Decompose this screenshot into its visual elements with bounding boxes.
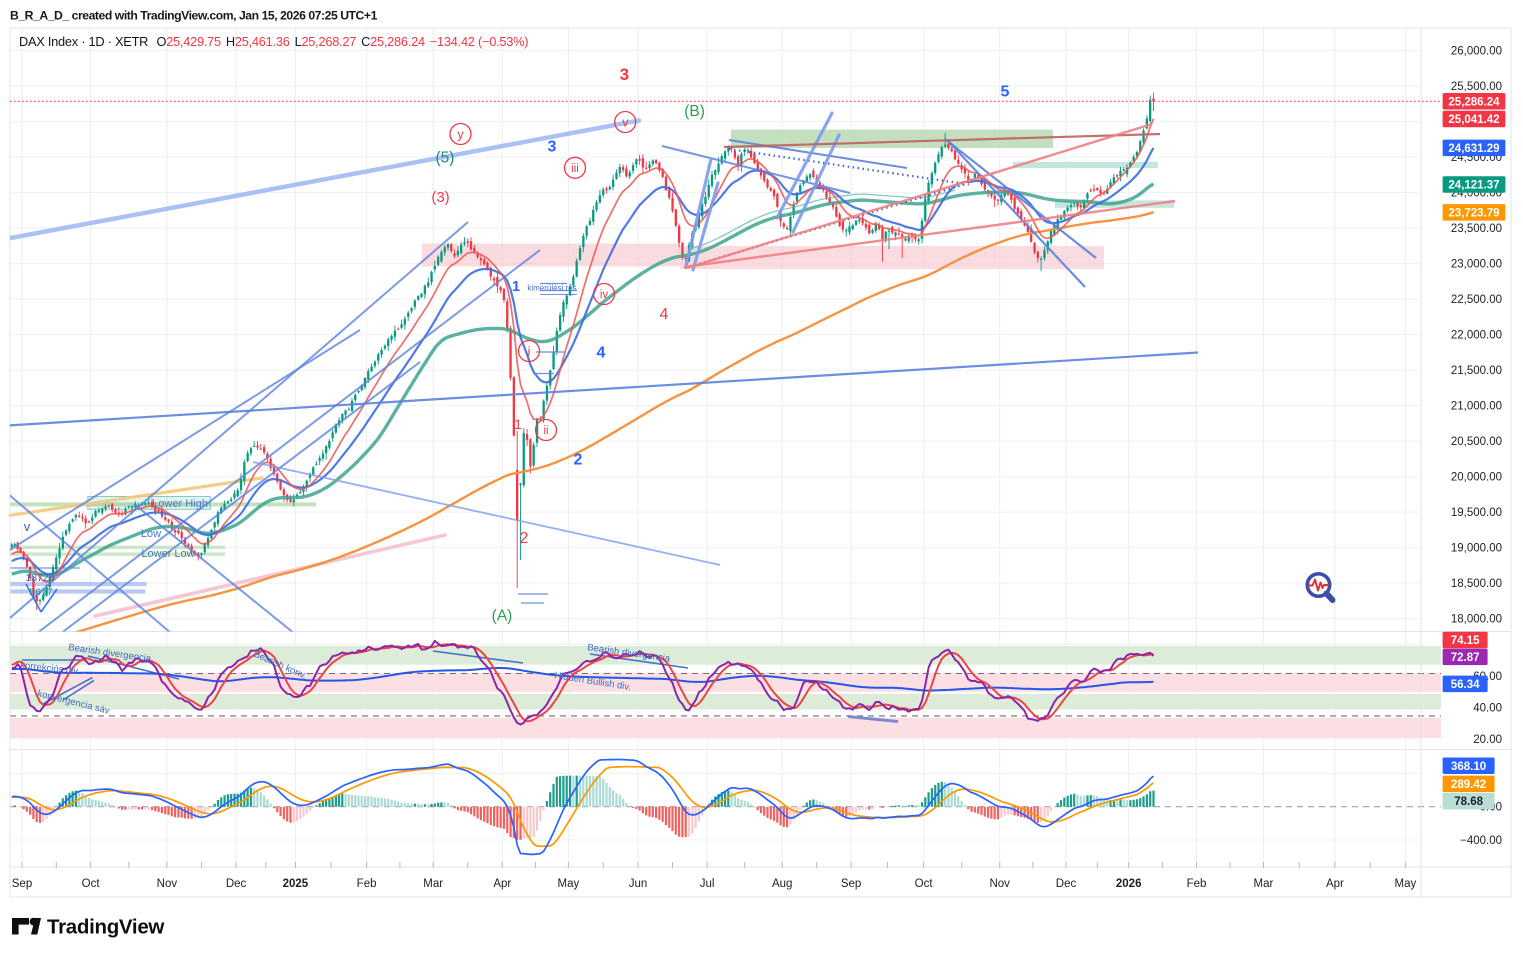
svg-text:1: 1 [514, 416, 522, 432]
svg-text:(3): (3) [431, 189, 449, 206]
svg-text:78.68: 78.68 [1454, 796, 1483, 808]
svg-text:26,000.00: 26,000.00 [1451, 46, 1502, 58]
svg-text:24,631.29: 24,631.29 [1448, 143, 1499, 155]
svg-text:19,500.00: 19,500.00 [1451, 507, 1502, 519]
svg-text:56.34: 56.34 [1451, 679, 1480, 691]
svg-text:18,500.00: 18,500.00 [1451, 578, 1502, 590]
svg-text:25,286.24: 25,286.24 [1448, 96, 1500, 108]
svg-text:Dec: Dec [1056, 878, 1077, 890]
svg-text:2: 2 [520, 530, 529, 547]
svg-text:289.42: 289.42 [1451, 779, 1486, 791]
svg-text:−400.00: −400.00 [1460, 835, 1502, 847]
svg-text:Apr: Apr [493, 878, 511, 890]
svg-text:iv: iv [600, 289, 609, 301]
svg-text:5617: 5617 [29, 587, 53, 599]
svg-text:Apr: Apr [1326, 878, 1344, 890]
svg-text:368.10: 368.10 [1451, 761, 1486, 773]
svg-text:Feb: Feb [357, 878, 377, 890]
svg-text:25,041.42: 25,041.42 [1448, 114, 1499, 126]
svg-text:Lower Low: Lower Low [141, 548, 194, 560]
svg-text:4: 4 [660, 306, 669, 323]
svg-text:(B): (B) [684, 103, 705, 120]
svg-text:Sep: Sep [12, 878, 32, 890]
svg-text:Nov: Nov [157, 878, 178, 890]
svg-text:74.15: 74.15 [1451, 635, 1480, 647]
svg-text:(5): (5) [436, 150, 455, 167]
svg-text:2025: 2025 [283, 878, 309, 890]
svg-text:(A): (A) [492, 608, 513, 625]
svg-text:iii: iii [571, 163, 579, 175]
svg-text:v: v [622, 115, 629, 129]
svg-text:72.87: 72.87 [1451, 652, 1480, 664]
svg-text:40.00: 40.00 [1473, 703, 1502, 715]
svg-text:Aug: Aug [772, 878, 792, 890]
svg-text:24,121.37: 24,121.37 [1448, 180, 1499, 192]
svg-text:23,723.79: 23,723.79 [1448, 207, 1499, 219]
svg-text:Jul: Jul [700, 878, 715, 890]
svg-text:22,500.00: 22,500.00 [1451, 294, 1502, 306]
svg-text:TradingView: TradingView [47, 916, 164, 939]
svg-text:Jun: Jun [629, 878, 648, 890]
svg-text:Oct: Oct [82, 878, 101, 890]
svg-text:2: 2 [574, 452, 583, 469]
svg-text:Lower High: Lower High [152, 498, 208, 510]
svg-text:Dec: Dec [226, 878, 247, 890]
svg-text:DAX Index · 1D · XETR O25,429.: DAX Index · 1D · XETR O25,429.75 H25,461.… [19, 34, 528, 49]
svg-text:ii: ii [543, 425, 548, 437]
svg-text:21,000.00: 21,000.00 [1451, 401, 1502, 413]
svg-text:19,000.00: 19,000.00 [1451, 543, 1502, 555]
svg-text:18,000.00: 18,000.00 [1451, 614, 1502, 626]
svg-text:23,000.00: 23,000.00 [1451, 259, 1502, 271]
svg-text:i: i [528, 344, 531, 358]
svg-text:B_R_A_D_ created with TradingV: B_R_A_D_ created with TradingView.com, J… [10, 9, 378, 23]
svg-text:25,500.00: 25,500.00 [1451, 81, 1502, 93]
svg-text:23,500.00: 23,500.00 [1451, 223, 1502, 235]
svg-text:Feb: Feb [1187, 878, 1207, 890]
svg-text:1: 1 [512, 279, 520, 295]
svg-text:4: 4 [597, 345, 606, 362]
svg-text:kimerülési rés: kimerülési rés [527, 284, 576, 293]
svg-text:3: 3 [547, 139, 556, 156]
svg-text:18728: 18728 [25, 572, 54, 584]
svg-text:3: 3 [620, 65, 629, 84]
svg-text:5: 5 [1001, 84, 1010, 101]
svg-text:Oct: Oct [915, 878, 934, 890]
svg-text:2026: 2026 [1116, 878, 1142, 890]
svg-text:20,000.00: 20,000.00 [1451, 472, 1502, 484]
svg-text:Nov: Nov [989, 878, 1010, 890]
svg-text:20.00: 20.00 [1473, 734, 1502, 746]
svg-text:Sep: Sep [841, 878, 861, 890]
svg-text:May: May [1395, 878, 1417, 890]
svg-text:22,000.00: 22,000.00 [1451, 330, 1502, 342]
svg-text:Mar: Mar [1253, 878, 1273, 890]
svg-text:Mar: Mar [423, 878, 443, 890]
svg-text:Low: Low [141, 528, 161, 540]
svg-text:v: v [24, 519, 31, 534]
svg-text:y: y [457, 127, 464, 141]
svg-text:20,500.00: 20,500.00 [1451, 436, 1502, 448]
svg-text:May: May [558, 878, 580, 890]
svg-text:21,500.00: 21,500.00 [1451, 365, 1502, 377]
